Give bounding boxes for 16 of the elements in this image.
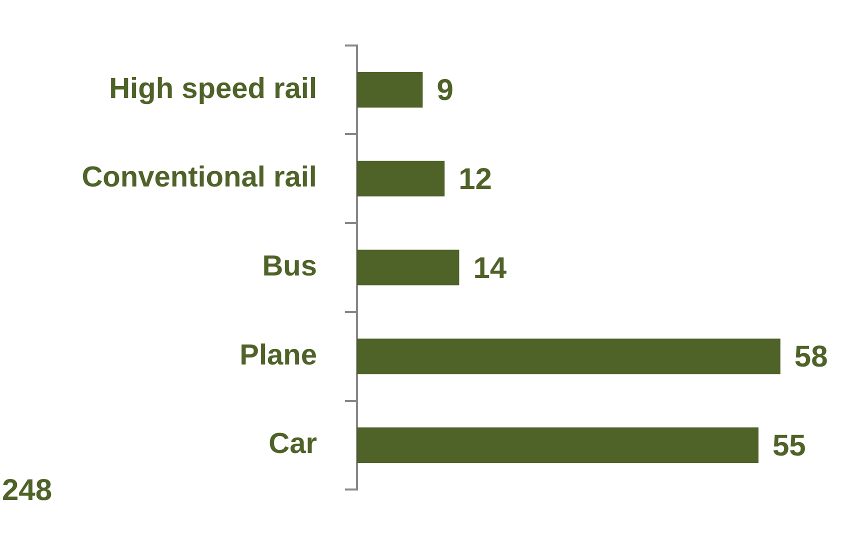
bar — [357, 250, 460, 286]
data-label: 58 — [794, 340, 828, 374]
y-tick-label: Bus — [262, 250, 317, 282]
text: 248 — [2, 474, 52, 508]
bar — [357, 338, 780, 374]
data-label: 55 — [772, 429, 806, 462]
bar — [357, 160, 445, 196]
bar — [357, 427, 758, 463]
data-label: 12 — [458, 162, 492, 196]
y-tick-label: High speed rail — [109, 72, 317, 105]
bar — [357, 72, 423, 108]
data-label: 14 — [473, 252, 507, 285]
y-tick-label: Plane — [240, 339, 317, 372]
y-tick-label: Car — [268, 428, 317, 460]
y-tick-label: Conventional rail — [82, 162, 317, 194]
data-label: 9 — [436, 74, 454, 108]
